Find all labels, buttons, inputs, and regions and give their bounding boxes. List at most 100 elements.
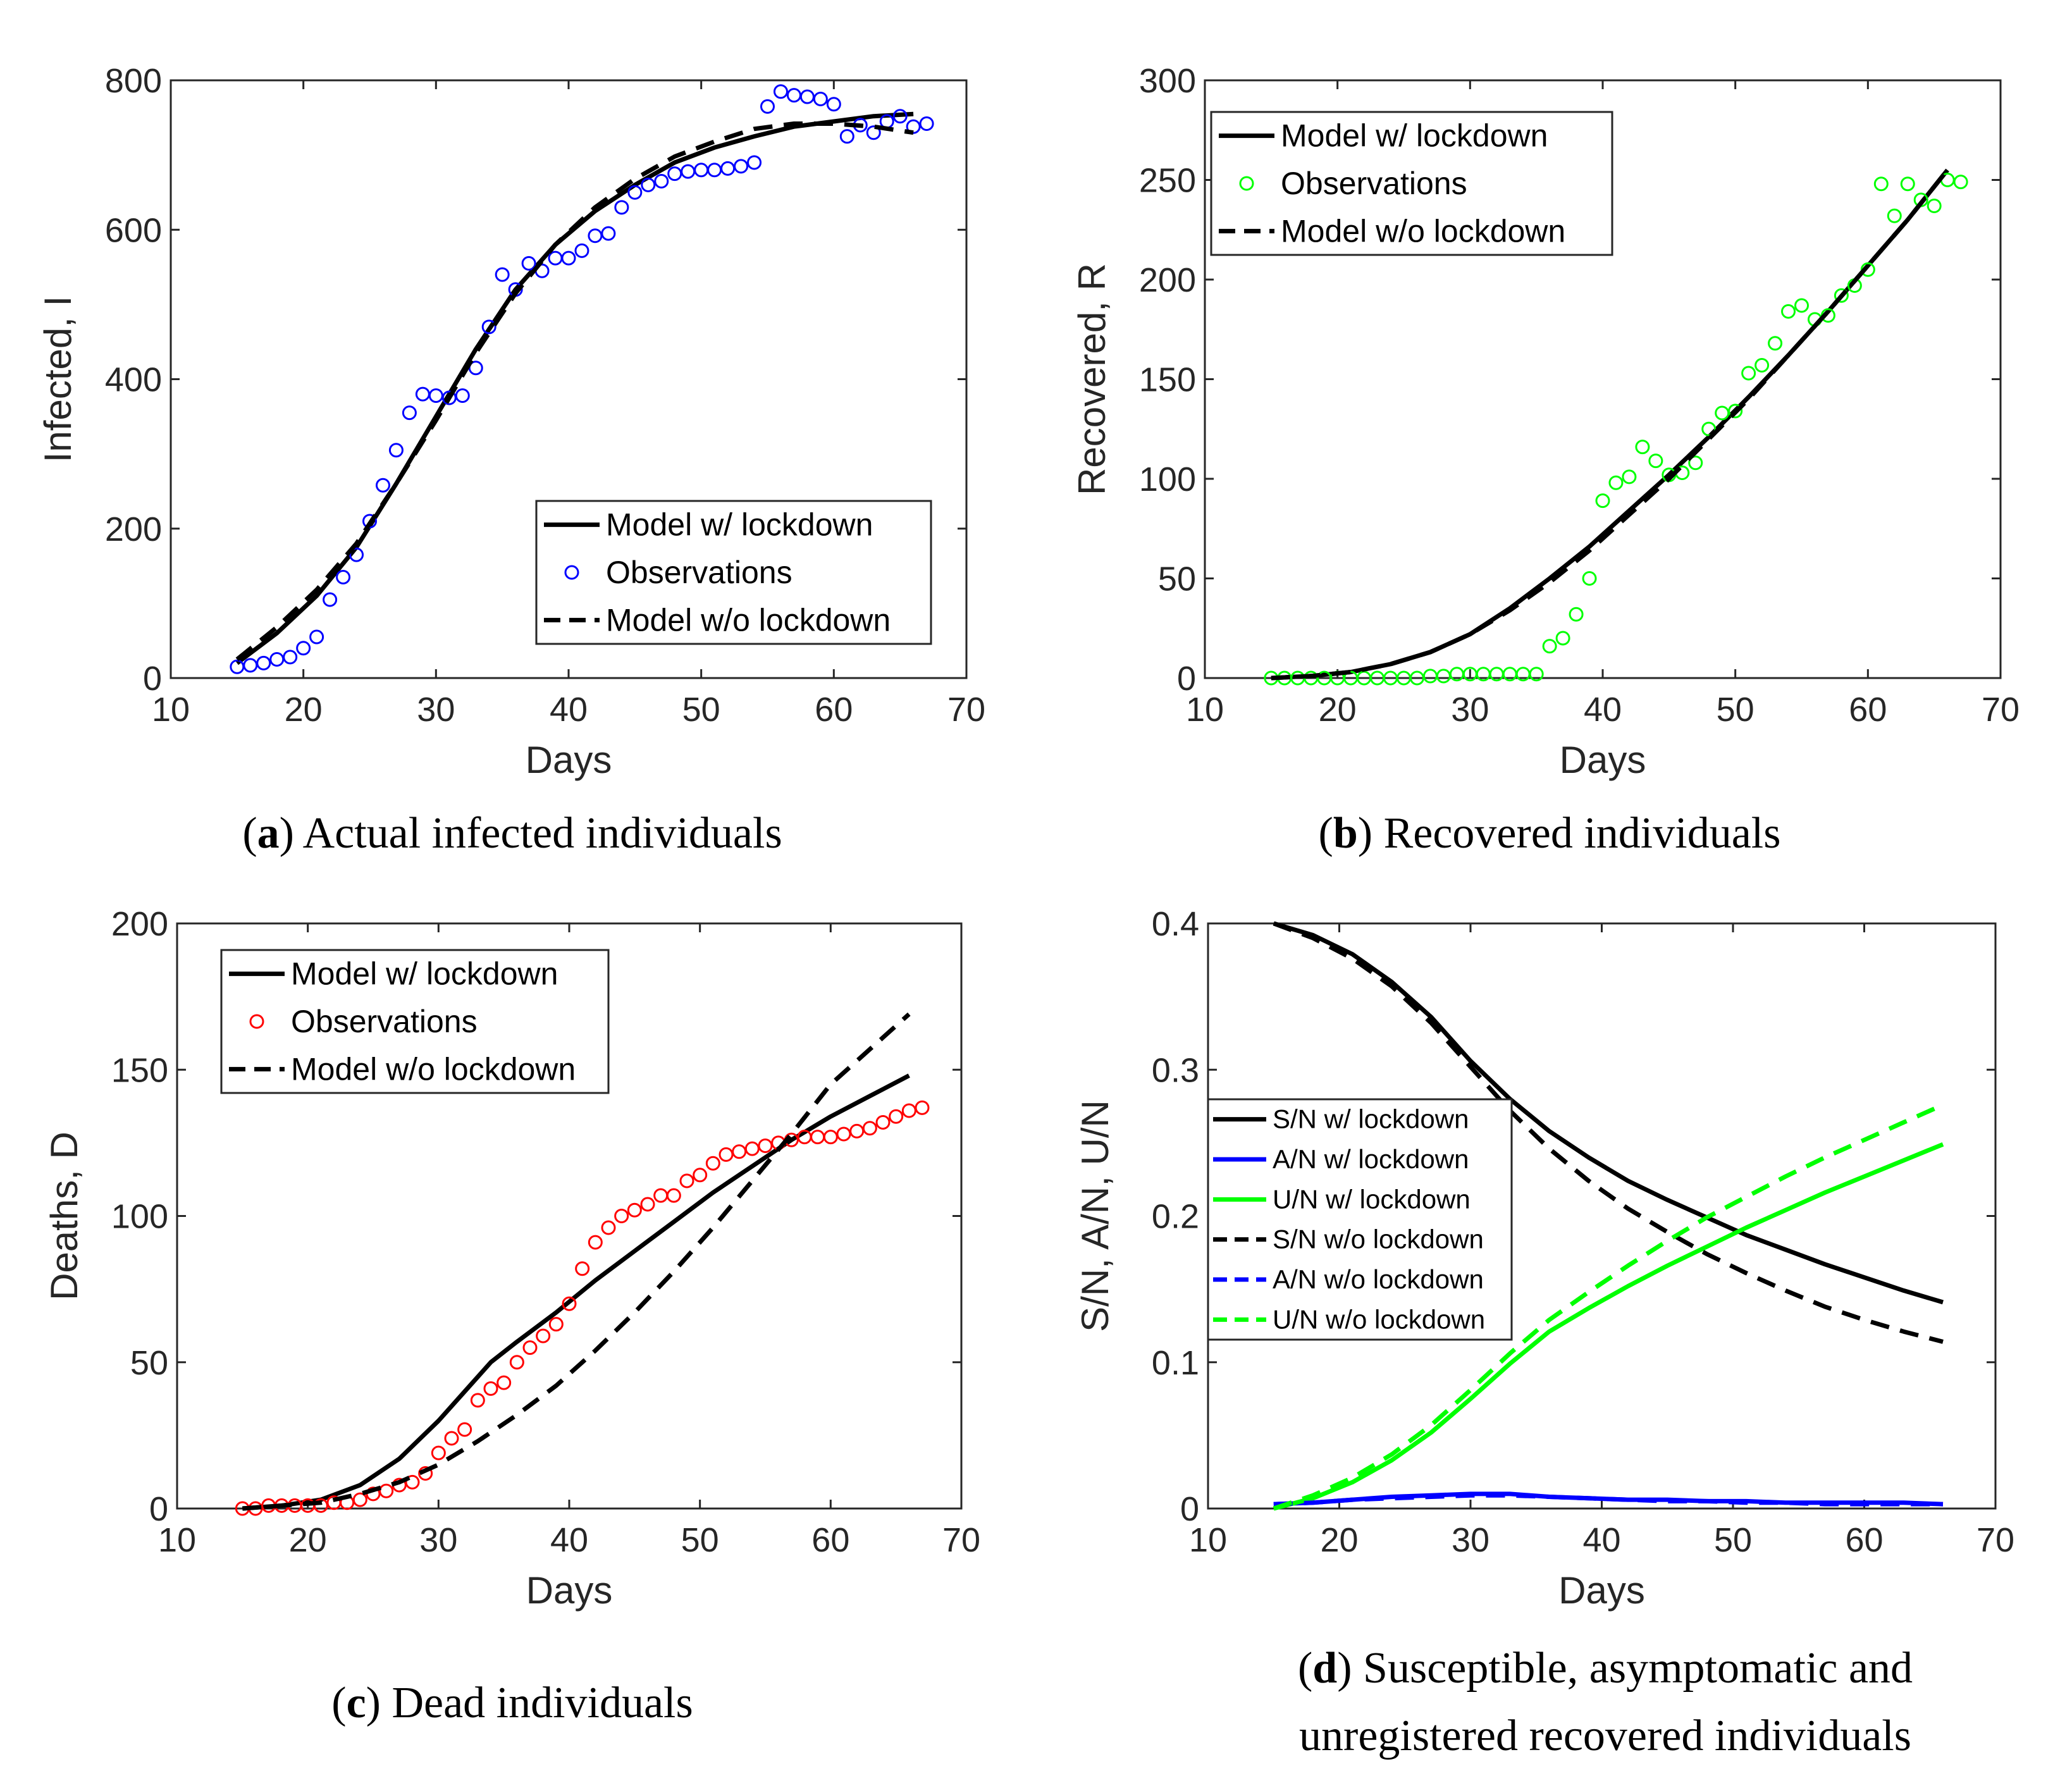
data-point	[666, 1188, 681, 1203]
data-point	[1529, 667, 1544, 682]
x-tick-label: 60	[1845, 1521, 1883, 1559]
legend-entry: A/N w/ lockdown	[1273, 1144, 1469, 1174]
series-s-n-w-o-lockdown	[1273, 921, 1944, 1344]
x-tick-label: 30	[417, 691, 455, 729]
x-axis-label: Days	[1558, 1569, 1645, 1612]
series-model-w-lockdown	[242, 1073, 910, 1511]
data-point	[574, 243, 589, 258]
data-point	[562, 1296, 577, 1311]
caption: (d) Susceptible, asymptomatic and	[1298, 1644, 1913, 1693]
y-tick-label: 300	[1139, 62, 1196, 100]
data-point	[379, 1483, 394, 1498]
x-tick-label: 20	[289, 1521, 327, 1559]
x-tick-label: 20	[1319, 691, 1357, 729]
data-point	[309, 629, 324, 645]
data-point	[758, 1138, 773, 1153]
x-tick-label: 50	[1714, 1521, 1752, 1559]
data-point	[441, 390, 457, 405]
data-point	[1701, 421, 1717, 436]
x-tick-label: 40	[1582, 1521, 1620, 1559]
legend-entry: Observations	[291, 1004, 478, 1039]
legend-marker	[564, 565, 579, 580]
data-point	[732, 1144, 747, 1159]
data-point	[836, 1126, 851, 1142]
data-point	[1648, 454, 1663, 469]
data-point	[1635, 440, 1650, 455]
x-tick-label: 70	[942, 1521, 980, 1559]
data-point	[444, 1431, 459, 1446]
data-point	[522, 1340, 538, 1355]
legend-entry: Model w/o lockdown	[291, 1051, 576, 1087]
data-point	[323, 592, 338, 607]
data-point	[720, 161, 736, 176]
series-model-w-o-lockdown	[1271, 168, 1949, 681]
data-point	[1608, 475, 1624, 490]
data-point	[588, 228, 603, 244]
data-point	[1953, 175, 1968, 190]
data-point	[640, 1197, 655, 1212]
data-point	[849, 1123, 865, 1138]
data-point	[679, 1173, 694, 1188]
x-tick-label: 30	[419, 1521, 457, 1559]
data-point	[1887, 208, 1902, 223]
x-tick-label: 50	[1717, 691, 1754, 729]
series-u-n-w-lockdown	[1273, 1142, 1944, 1511]
data-point	[614, 200, 629, 215]
data-point	[481, 319, 496, 335]
y-tick-label: 200	[111, 905, 168, 943]
data-point	[1582, 571, 1597, 586]
data-point	[866, 125, 881, 140]
y-axis-label: Infected, I	[37, 296, 79, 463]
data-point	[826, 97, 841, 112]
data-point	[455, 388, 470, 403]
data-point	[1622, 469, 1637, 484]
data-point	[352, 1492, 367, 1507]
data-point	[813, 92, 828, 107]
data-point	[428, 388, 443, 403]
legend-entry: U/N w/ lockdown	[1273, 1184, 1471, 1214]
legend-entry: Observations	[1281, 166, 1467, 201]
x-tick-label: 10	[152, 691, 190, 729]
series-observations	[1264, 173, 1968, 686]
data-point	[388, 443, 404, 458]
x-tick-label: 20	[1320, 1521, 1358, 1559]
data-point	[627, 1202, 642, 1218]
chart-c: 10 20 30 40 50 60 70 0 50 100 150 200 Days Deaths, D M…	[43, 905, 980, 1727]
data-point	[243, 658, 258, 673]
data-point	[1794, 298, 1809, 313]
data-point	[875, 1115, 891, 1130]
caption-line-2: unregistered recovered individuals	[1299, 1712, 1911, 1760]
x-tick-label: 50	[681, 1521, 719, 1559]
series-a-n-w-o-lockdown	[1273, 1493, 1943, 1507]
legend-entry: A/N w/o lockdown	[1273, 1264, 1484, 1294]
x-tick-label: 60	[1849, 691, 1887, 729]
data-point	[349, 547, 364, 562]
x-tick-label: 60	[811, 1521, 849, 1559]
chart-a: 10 20 30 40 50 60 70 0 200 400 600 800 Days Infected,…	[37, 62, 985, 858]
data-point	[1873, 176, 1889, 192]
x-tick-label: 60	[815, 691, 853, 729]
data-point	[915, 1100, 930, 1115]
series-observations	[235, 1100, 930, 1516]
y-tick-label: 0	[143, 660, 162, 698]
y-tick-label: 50	[130, 1344, 168, 1382]
data-point	[718, 1147, 734, 1162]
y-axis-label: Recovered, R	[1071, 263, 1113, 495]
legend-entry: Model w/o lockdown	[606, 602, 891, 638]
legend-box	[535, 500, 932, 645]
legend: Model w/ lockdown Observations Model w/o l…	[1210, 111, 1613, 256]
data-point	[1754, 357, 1770, 373]
x-tick-label: 10	[1189, 1521, 1227, 1559]
data-point	[536, 1328, 551, 1343]
legend-entry: Observations	[606, 555, 792, 590]
data-point	[296, 641, 311, 656]
data-point	[705, 1156, 720, 1171]
data-point	[1728, 404, 1743, 419]
y-tick-label: 150	[1139, 361, 1196, 399]
y-tick-label: 100	[1139, 460, 1196, 498]
y-tick-label: 0.1	[1152, 1344, 1199, 1382]
series-s-n-w-lockdown	[1273, 921, 1944, 1305]
series-model-w-o-lockdown	[235, 121, 914, 662]
chart-d: 10 20 30 40 50 60 70 0 0.1 0.2 0.3 0.4 Days S/N, A/N,…	[1074, 905, 2014, 1760]
y-tick-label: 0	[1177, 660, 1196, 698]
